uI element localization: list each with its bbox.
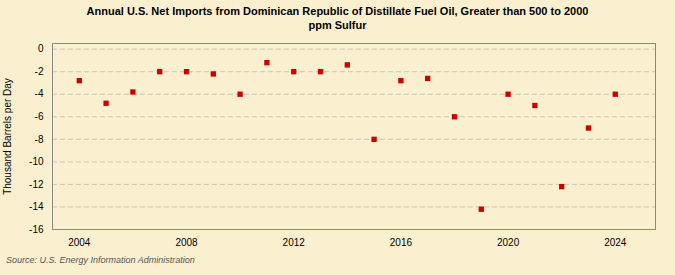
svg-text:-12: -12 (29, 178, 44, 189)
html-text:Annual U.S. Net Imports from D: Annual U.S. Net Imports from Dominican R… (86, 5, 589, 32)
svg-text:-10: -10 (29, 156, 44, 167)
svg-text:-6: -6 (35, 111, 44, 122)
svg-text:2008: 2008 (175, 236, 198, 247)
svg-text:-8: -8 (35, 133, 44, 144)
svg-text:2012: 2012 (283, 236, 306, 247)
svg-text:Thousand Barrels per Day: Thousand Barrels per Day (2, 78, 13, 195)
svg-text:2016: 2016 (390, 236, 413, 247)
svg-text:-4: -4 (35, 88, 44, 99)
html-text:Source: U.S. Energy Informatio: Source: U.S. Energy Information Administ… (6, 254, 195, 265)
svg-text:2004: 2004 (68, 236, 91, 247)
svg-text:2024: 2024 (604, 236, 627, 247)
svg-text:-14: -14 (29, 201, 44, 212)
svg-text:0: 0 (38, 43, 44, 54)
svg-text:2020: 2020 (497, 236, 520, 247)
svg-text:-2: -2 (35, 65, 44, 76)
svg-text:-16: -16 (29, 223, 44, 234)
